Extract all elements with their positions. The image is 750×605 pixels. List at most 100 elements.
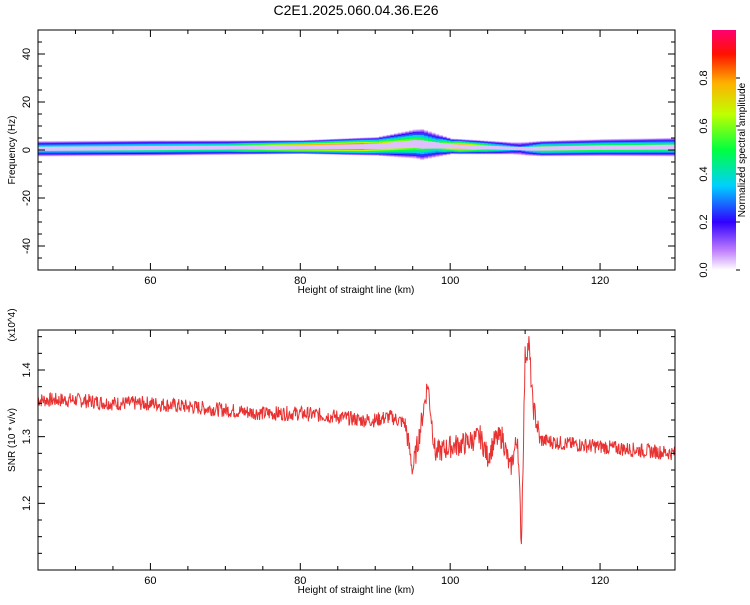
heatmap-cell: [191, 145, 196, 150]
heatmap-cell: [176, 145, 181, 150]
heatmap-cell: [109, 146, 114, 151]
heatmap-cell: [217, 145, 222, 150]
heatmap-cell: [573, 145, 578, 151]
heatmap-cell: [483, 145, 488, 150]
spectrogram-x-label: Height of straight line (km): [298, 285, 415, 296]
heatmap-cell: [521, 146, 526, 151]
heatmap-cell: [86, 146, 91, 151]
heatmap-cell: [558, 146, 563, 151]
heatmap-cell: [603, 145, 608, 150]
spectrogram-panel: 60 80 100 120 -40 -20 0 20 40 Height of straight…: [7, 29, 676, 296]
snr-frame: [37, 329, 676, 571]
colorbar-tick-label: 0.2: [698, 214, 710, 229]
colorbar-label: Normalized spectral amplitude: [737, 82, 748, 217]
heatmap-cell: [408, 140, 414, 149]
heatmap-cell: [622, 145, 627, 150]
heatmap-cell: [38, 146, 43, 151]
heatmap-cell: [101, 146, 106, 151]
heatmap-cell: [60, 146, 65, 151]
heatmap-cell: [611, 145, 616, 150]
heatmap-cell: [127, 146, 132, 151]
heatmap-cell: [165, 145, 170, 151]
heatmap-cell: [244, 145, 249, 150]
spectrogram-heatmap: [38, 129, 675, 160]
heatmap-cell: [393, 141, 399, 149]
heatmap-cell: [420, 140, 425, 149]
heatmap-cell: [142, 146, 147, 151]
heatmap-cell: [532, 146, 537, 151]
heatmap-cell: [240, 145, 245, 150]
heatmap-cell: [453, 144, 458, 149]
heatmap-cell: [221, 145, 226, 150]
heatmap-cell: [229, 145, 234, 150]
colorbar-tick-label: 0.0: [698, 262, 710, 277]
heatmap-cell: [296, 145, 301, 149]
heatmap-cell: [202, 145, 207, 150]
heatmap-cell: [360, 144, 365, 149]
heatmap-cell: [528, 146, 533, 151]
heatmap-cell: [446, 143, 451, 149]
heatmap-cell: [416, 140, 421, 149]
heatmap-cell: [435, 142, 440, 149]
heatmap-cell: [633, 144, 638, 150]
heatmap-cell: [588, 145, 593, 151]
heatmap-cell: [405, 140, 410, 149]
snr-axes: 60 80 100 120 1.2 1.3 1.4: [21, 330, 676, 587]
heatmap-cell: [513, 146, 518, 151]
heatmap-cell: [517, 146, 522, 151]
heatmap-cell: [645, 144, 650, 150]
spectrogram-x-tick-label: 100: [441, 275, 459, 287]
heatmap-cell: [596, 145, 601, 150]
heatmap-cell: [105, 146, 110, 151]
heatmap-cell: [131, 146, 136, 151]
heatmap-cell: [266, 145, 271, 150]
heatmap-cell: [124, 146, 129, 151]
heatmap-cell: [480, 145, 485, 150]
heatmap-cell: [592, 145, 597, 150]
heatmap-cell: [581, 145, 586, 151]
heatmap-cell: [630, 145, 635, 150]
spectrogram-axes: 60 80 100 120 -40 -20 0 20 40: [21, 29, 676, 287]
spectrogram-y-tick-label: 40: [21, 48, 33, 60]
heatmap-cell: [97, 146, 102, 151]
spectrogram-y-tick-label: -20: [21, 190, 33, 206]
heatmap-cell: [49, 146, 54, 151]
heatmap-cell: [386, 142, 391, 149]
heatmap-cell: [615, 145, 620, 150]
snr-x-label: Height of straight line (km): [298, 585, 415, 596]
heatmap-cell: [187, 145, 192, 150]
heatmap-cell: [562, 146, 567, 151]
heatmap-cell: [637, 144, 642, 150]
spectrogram-y-tick-label: -40: [21, 238, 33, 254]
spectrogram-x-tick-label: 120: [591, 275, 609, 287]
heatmap-cell: [345, 144, 350, 149]
heatmap-cell: [307, 145, 312, 149]
heatmap-cell: [135, 146, 140, 151]
heatmap-cell: [195, 145, 200, 150]
heatmap-cell: [146, 146, 151, 151]
heatmap-cell: [52, 146, 58, 151]
colorbar-gradient: [712, 30, 736, 270]
heatmap-cell: [139, 146, 144, 151]
heatmap-cell: [472, 145, 477, 150]
heatmap-cell: [618, 145, 623, 150]
heatmap-cell: [161, 145, 166, 151]
heatmap-cell: [304, 145, 309, 149]
heatmap-cell: [150, 145, 155, 151]
heatmap-cell: [465, 144, 470, 149]
heatmap-cell: [120, 146, 125, 151]
colorbar-tick-label: 0.8: [698, 70, 710, 85]
heatmap-cell: [112, 146, 117, 151]
heatmap-cell: [255, 145, 260, 150]
heatmap-cell: [311, 145, 316, 149]
heatmap-cell: [401, 141, 406, 149]
heatmap-cell: [341, 144, 346, 149]
heatmap-cell: [169, 145, 174, 151]
heatmap-cell: [648, 144, 653, 150]
snr-plot-area: [38, 336, 675, 545]
heatmap-cell: [281, 145, 286, 150]
heatmap-cell: [337, 144, 342, 149]
snr-series-line: [38, 336, 675, 545]
heatmap-cell: [498, 146, 503, 150]
